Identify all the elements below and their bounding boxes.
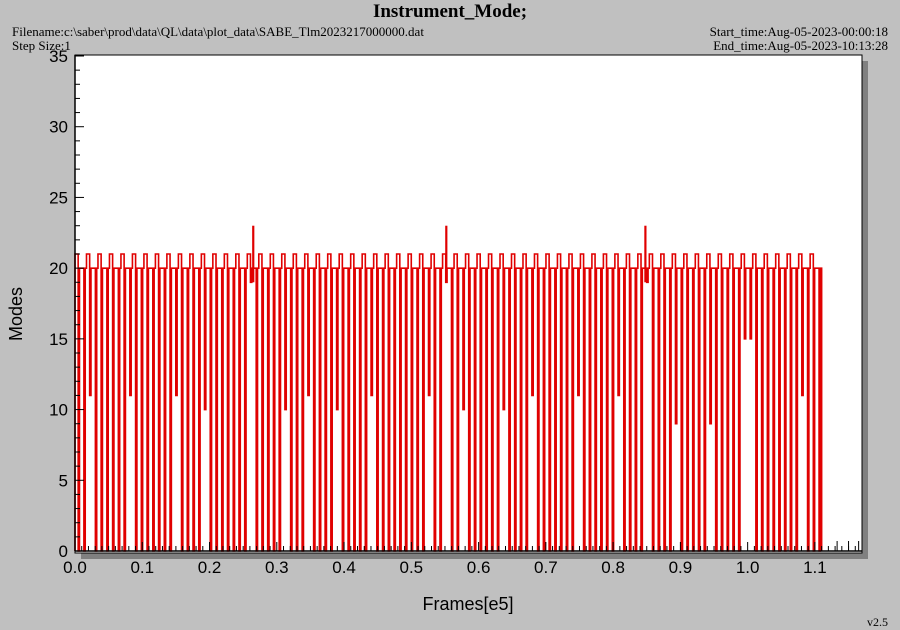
x-tick-label: 0.6 [467, 558, 491, 577]
chart-title: Instrument_Mode; [372, 1, 528, 22]
x-tick-label: 1.0 [736, 558, 760, 577]
y-tick-label: 5 [59, 471, 68, 490]
version-label: v2.5 [867, 615, 888, 629]
x-tick-label: 0.4 [332, 558, 356, 577]
x-tick-label: 0.1 [130, 558, 154, 577]
y-tick-label: 30 [49, 118, 68, 137]
step-size-label: Step Size:1 [12, 38, 71, 53]
x-tick-label: 0.3 [265, 558, 289, 577]
y-tick-label: 0 [59, 542, 68, 561]
x-tick-label: 0.7 [534, 558, 558, 577]
x-tick-label: 1.1 [803, 558, 827, 577]
y-axis-label: Modes [6, 287, 26, 341]
x-tick-label: 0.5 [400, 558, 424, 577]
x-tick-label: 0.9 [669, 558, 693, 577]
start-time-label: Start_time:Aug-05-2023-00:00:18 [709, 24, 888, 39]
y-tick-label: 15 [49, 330, 68, 349]
x-tick-label: 0.8 [601, 558, 625, 577]
x-tick-label: 0.2 [198, 558, 222, 577]
y-tick-label: 25 [49, 188, 68, 207]
y-tick-label: 10 [49, 401, 68, 420]
mode-series-line [74, 253, 823, 552]
axes-layer: 0 5 10 15 20 25 30 35 0.0 0.1 0.2 0.3 0.4 0.5 0.6 0.7 0.… [49, 47, 863, 577]
x-axis-label: Frames[e5] [422, 594, 513, 614]
y-tick-label: 35 [49, 47, 68, 66]
end-time-label: End_time:Aug-05-2023-10:13:28 [713, 38, 888, 53]
x-tick-label: 0.0 [63, 558, 87, 577]
y-tick-label: 20 [49, 259, 68, 278]
filename-label: Filename:c:\saber\prod\data\QL\data\plot… [12, 24, 424, 39]
